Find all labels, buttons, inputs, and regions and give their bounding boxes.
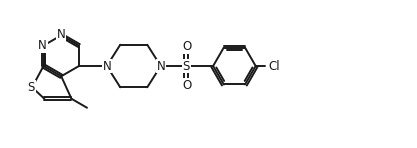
- Text: S: S: [28, 81, 35, 94]
- Text: N: N: [57, 28, 65, 41]
- Text: O: O: [182, 40, 191, 53]
- Text: N: N: [38, 39, 47, 52]
- Text: N: N: [103, 59, 111, 73]
- Text: O: O: [182, 79, 191, 92]
- Text: Cl: Cl: [268, 59, 279, 73]
- Text: N: N: [156, 59, 165, 73]
- Text: S: S: [182, 59, 190, 73]
